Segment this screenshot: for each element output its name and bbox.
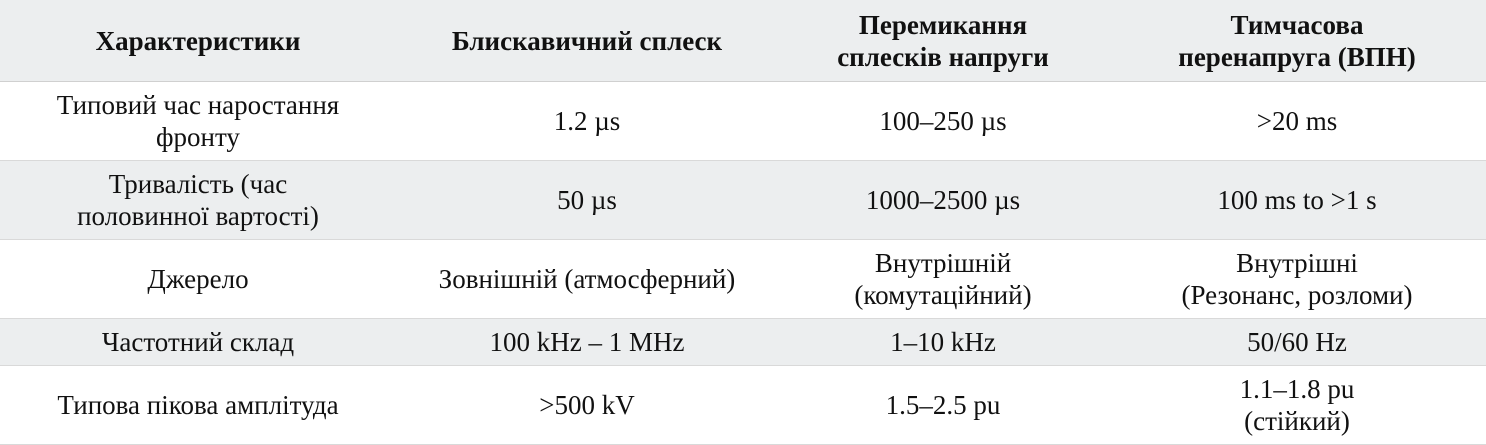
cell-lightning: >500 kV [396,365,778,445]
cell-temporary: Внутрішні (Резонанс, розломи) [1108,239,1486,319]
cell-switching: 1–10 kHz [778,318,1108,366]
cell-characteristic: Типова пікова амплітуда [0,365,396,445]
cell-temporary: 1.1–1.8 pu (стійкий) [1108,365,1486,445]
cell-switching: Внутрішній (комутаційний) [778,239,1108,319]
cell-lightning: 50 µs [396,160,778,240]
header-characteristics: Характеристики [0,0,396,82]
table-row: Джерело Зовнішній (атмосферний) Внутрішн… [0,239,1486,319]
cell-characteristic: Тривалість (час половинної вартості) [0,160,396,240]
cell-lightning: 100 kHz – 1 MHz [396,318,778,366]
cell-characteristic: Частотний склад [0,318,396,366]
table-row: Тривалість (час половинної вартості) 50 … [0,160,1486,240]
header-switching-surge: Перемикання сплесків напруги [778,0,1108,82]
cell-temporary: 100 ms to >1 s [1108,160,1486,240]
cell-switching: 100–250 µs [778,81,1108,161]
table-row: Частотний склад 100 kHz – 1 MHz 1–10 kHz… [0,318,1486,366]
header-temporary-overvoltage: Тимчасова перенапруга (ВПН) [1108,0,1486,82]
table-row: Типовий час наростання фронту 1.2 µs 100… [0,81,1486,161]
cell-characteristic: Джерело [0,239,396,319]
cell-lightning: 1.2 µs [396,81,778,161]
cell-switching: 1000–2500 µs [778,160,1108,240]
cell-switching: 1.5–2.5 pu [778,365,1108,445]
header-lightning-surge: Блискавичний сплеск [396,0,778,82]
cell-characteristic: Типовий час наростання фронту [0,81,396,161]
table-header-row: Характеристики Блискавичний сплеск Перем… [0,0,1486,82]
table-row: Типова пікова амплітуда >500 kV 1.5–2.5 … [0,365,1486,445]
cell-temporary: 50/60 Hz [1108,318,1486,366]
cell-lightning: Зовнішній (атмосферний) [396,239,778,319]
cell-temporary: >20 ms [1108,81,1486,161]
